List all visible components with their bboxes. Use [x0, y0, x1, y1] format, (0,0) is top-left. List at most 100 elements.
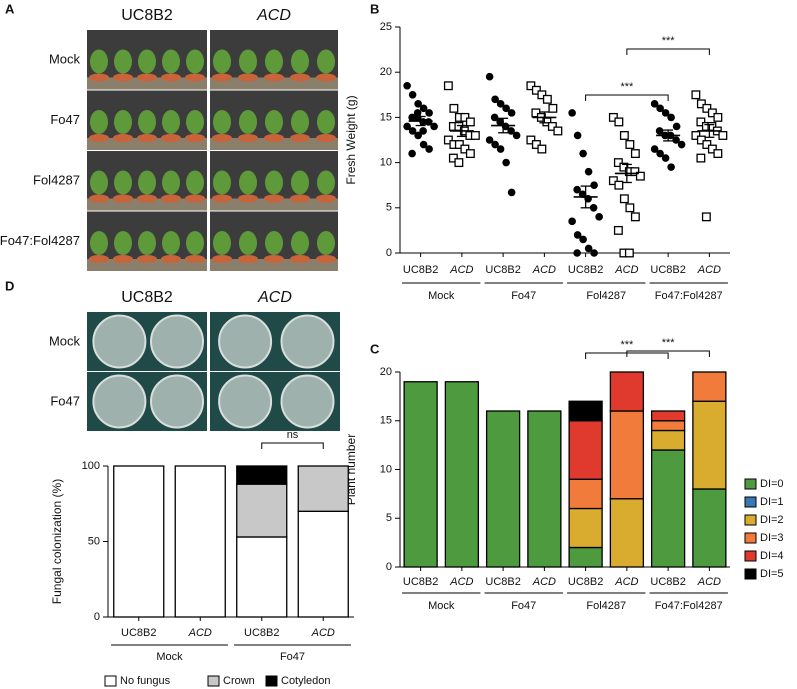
panel-label: B	[370, 1, 379, 16]
legend-label: DI=0	[760, 478, 784, 490]
group-label: Fo47:Fol4287	[655, 290, 723, 302]
group-label: Mock	[428, 600, 455, 612]
data-point	[701, 212, 711, 222]
data-point	[667, 113, 675, 122]
pot	[89, 73, 109, 82]
y-tick-label: 10	[380, 463, 392, 475]
plant-leaves	[317, 49, 335, 74]
plant-leaves	[291, 170, 309, 195]
plant-leaves	[317, 170, 335, 195]
x-tick-label: ACD	[697, 576, 721, 588]
data-point	[491, 95, 499, 104]
group-label: Fol4287	[586, 600, 626, 612]
pot	[113, 255, 133, 263]
panel-label: A	[5, 1, 15, 16]
legend-label: DI=2	[760, 514, 784, 526]
photo	[210, 151, 338, 211]
plant-leaves	[90, 110, 108, 134]
plate	[218, 374, 273, 429]
data-point	[573, 231, 582, 239]
plant-leaves	[186, 170, 204, 195]
plant-leaves	[239, 49, 257, 74]
pot	[137, 73, 157, 82]
pot	[113, 73, 133, 82]
data-point	[573, 131, 582, 140]
pot	[290, 255, 310, 263]
plant-leaves	[317, 231, 335, 255]
data-point	[490, 113, 499, 122]
y-tick-label: 50	[88, 535, 100, 547]
pot	[185, 73, 205, 82]
data-point	[625, 203, 635, 213]
data-point	[496, 145, 505, 153]
legend-swatch	[265, 675, 278, 687]
data-point	[547, 121, 557, 131]
data-point	[667, 163, 675, 171]
pot	[316, 73, 336, 82]
data-point	[414, 100, 422, 108]
plant-leaves	[90, 170, 108, 195]
pot	[264, 194, 284, 203]
x-tick-label: ACD	[532, 264, 556, 276]
legend-swatch	[744, 478, 757, 490]
pot	[161, 73, 181, 82]
data-point	[579, 235, 587, 244]
plant-leaves	[90, 231, 108, 255]
bar-segment	[297, 510, 349, 618]
bar-segment	[444, 381, 480, 568]
photo	[210, 90, 338, 150]
bar-segment	[609, 410, 645, 500]
photo	[210, 312, 340, 371]
plant-leaves	[186, 49, 204, 74]
data-point	[449, 103, 459, 113]
photo	[210, 211, 338, 271]
row-label: Fo47	[50, 393, 80, 408]
bar-segment	[568, 420, 603, 480]
data-point	[696, 117, 706, 127]
data-point	[507, 127, 515, 135]
data-point	[650, 100, 659, 108]
data-point	[713, 149, 723, 159]
data-point	[424, 118, 433, 126]
bar-segment	[609, 371, 645, 412]
bar-segment	[527, 410, 562, 568]
pot	[89, 194, 109, 203]
data-point	[696, 153, 706, 163]
data-point	[619, 194, 629, 204]
plant-leaves	[265, 49, 283, 74]
data-point	[661, 109, 670, 117]
plant-leaves	[291, 49, 309, 74]
data-point	[630, 167, 640, 177]
data-point	[531, 140, 541, 149]
significance-label: ***	[662, 35, 676, 47]
data-point	[485, 72, 494, 81]
bar-segment	[609, 498, 645, 568]
data-point	[573, 249, 581, 257]
significance-bracket	[585, 94, 669, 101]
data-point	[443, 81, 453, 91]
plate	[150, 314, 204, 369]
photo	[87, 151, 207, 211]
x-tick-label: ACD	[188, 627, 212, 639]
data-point	[707, 108, 717, 118]
legend-label: DI=4	[760, 550, 784, 562]
legend-swatch	[744, 532, 757, 544]
pot	[264, 255, 284, 263]
data-point	[454, 158, 464, 168]
data-point	[691, 90, 701, 100]
plant-leaves	[213, 110, 231, 134]
column-header: ACD	[257, 289, 292, 306]
plate	[92, 314, 147, 369]
x-tick-label: UC8B2	[121, 627, 156, 639]
column-header: UC8B2	[121, 7, 173, 24]
data-point	[465, 149, 475, 159]
legend-swatch	[104, 675, 117, 687]
row-label: Fo47:Fol4287	[0, 233, 80, 248]
x-tick-label: ACD	[532, 576, 556, 588]
pot	[290, 134, 310, 142]
pot	[238, 194, 258, 203]
data-point	[408, 91, 417, 99]
data-point	[460, 112, 470, 122]
plant-leaves	[213, 49, 231, 74]
